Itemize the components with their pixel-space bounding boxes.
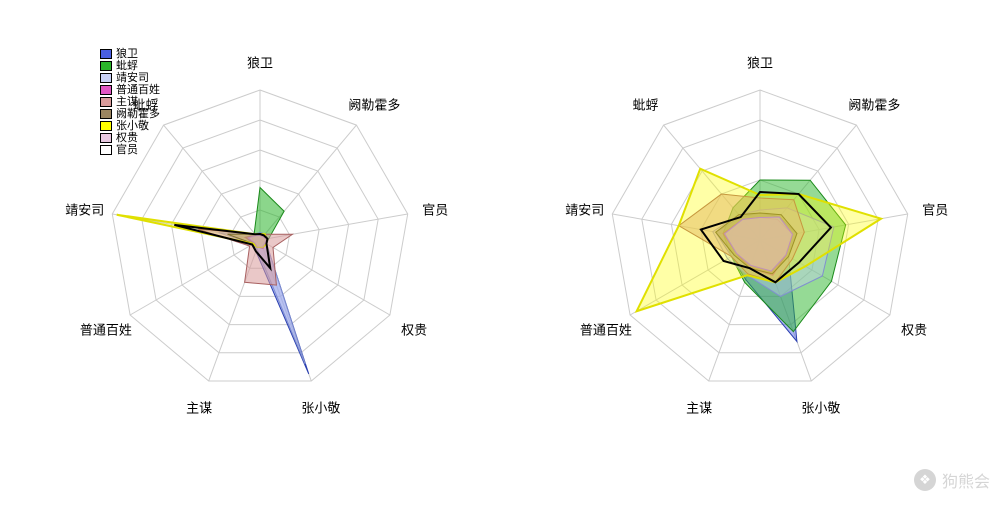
legend-swatch — [100, 133, 112, 143]
radar-chart-right — [520, 10, 1000, 475]
legend-swatch — [100, 49, 112, 59]
axis-label: 权贵 — [901, 320, 927, 339]
axis-label: 狼卫 — [247, 53, 273, 72]
legend-item: 张小敬 — [100, 120, 160, 132]
axis-label: 阙勒霍多 — [848, 94, 900, 113]
watermark: ❖ 狗熊会 — [914, 468, 990, 492]
watermark-text: 狗熊会 — [942, 468, 990, 492]
axis-label: 靖安司 — [65, 200, 104, 219]
radar-chart-left — [20, 10, 500, 475]
axis-label: 张小敬 — [801, 398, 840, 417]
axis-label: 靖安司 — [565, 200, 604, 219]
watermark-icon: ❖ — [914, 469, 936, 491]
axis-label: 阙勒霍多 — [348, 94, 400, 113]
legend-swatch — [100, 85, 112, 95]
axis-label: 权贵 — [401, 320, 427, 339]
legend-item: 蚍蜉 — [100, 60, 160, 72]
axis-label: 主谋 — [686, 398, 712, 417]
legend-item: 官员 — [100, 144, 160, 156]
legend-item: 狼卫 — [100, 48, 160, 60]
axis-label: 狼卫 — [747, 53, 773, 72]
legend-item: 权贵 — [100, 132, 160, 144]
legend-label: 狼卫 — [116, 48, 138, 60]
legend-swatch — [100, 109, 112, 119]
legend-swatch — [100, 121, 112, 131]
legend-label: 官员 — [116, 144, 138, 156]
axis-label: 普通百姓 — [80, 320, 132, 339]
legend-swatch — [100, 73, 112, 83]
legend-swatch — [100, 145, 112, 155]
legend-label: 权贵 — [116, 132, 138, 144]
legend-label: 靖安司 — [116, 72, 149, 84]
legend-label: 蚍蜉 — [116, 60, 138, 72]
axis-label: 官员 — [922, 200, 948, 219]
axis-label: 张小敬 — [301, 398, 340, 417]
axis-label: 蚍蜉 — [133, 94, 159, 113]
legend-item: 靖安司 — [100, 72, 160, 84]
grid-spoke — [130, 240, 260, 315]
legend-swatch — [100, 97, 112, 107]
axis-label: 官员 — [422, 200, 448, 219]
axis-label: 主谋 — [186, 398, 212, 417]
legend-label: 张小敬 — [116, 120, 149, 132]
axis-label: 蚍蜉 — [633, 94, 659, 113]
axis-label: 普通百姓 — [580, 320, 632, 339]
legend-swatch — [100, 61, 112, 71]
